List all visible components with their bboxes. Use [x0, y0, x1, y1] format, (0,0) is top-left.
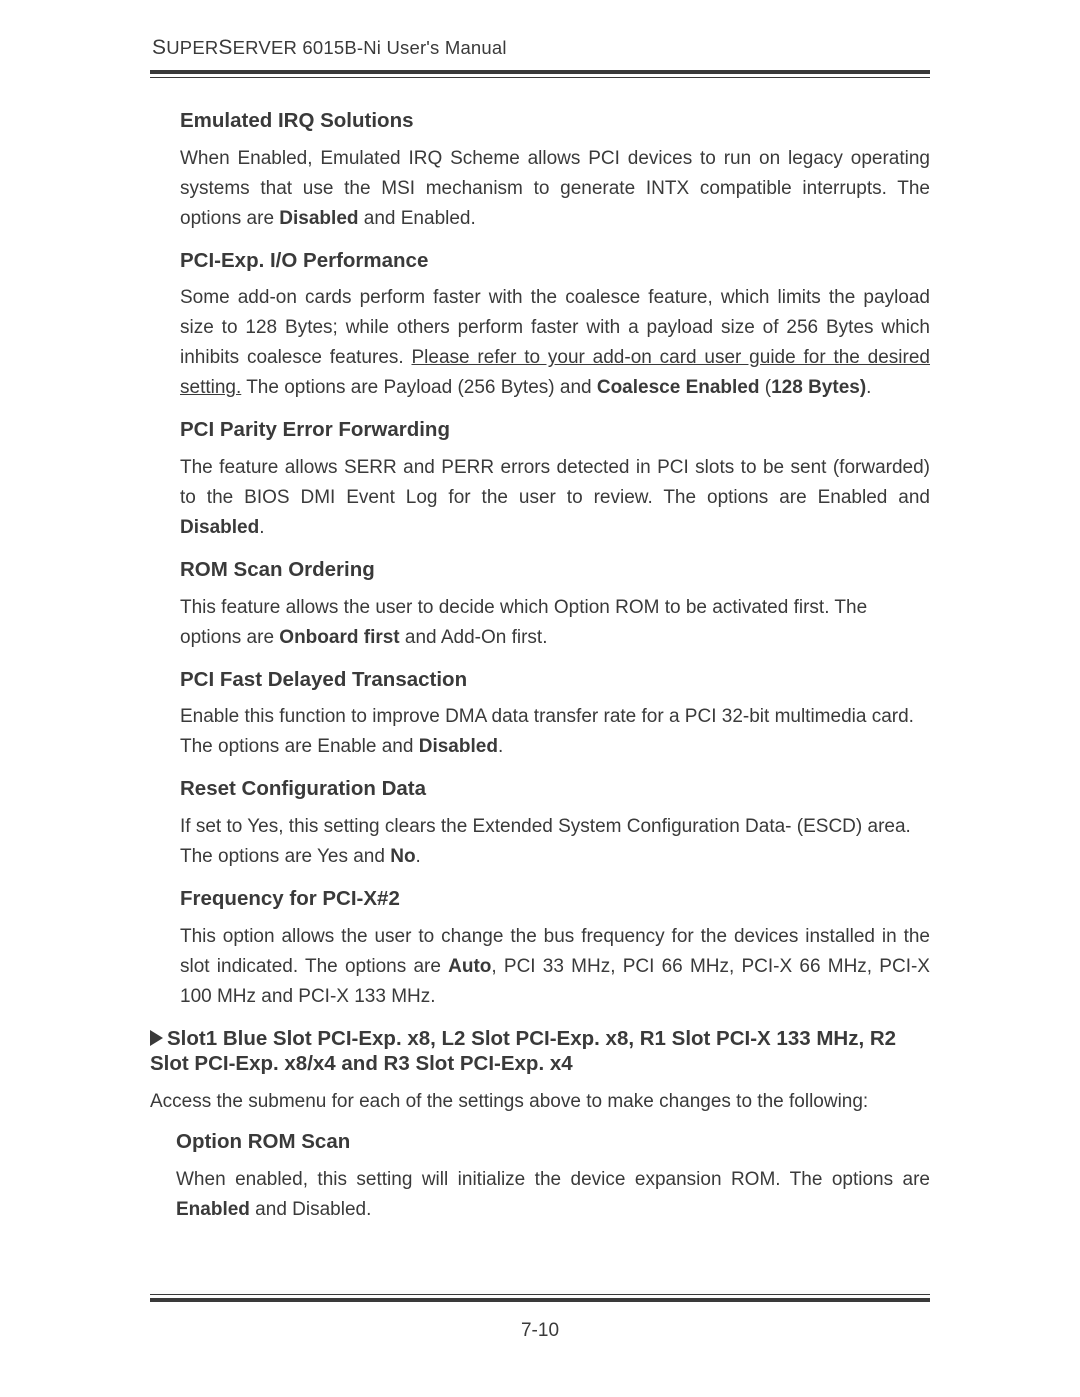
running-header: SUPERSERVER 6015B-Ni User's Manual	[150, 36, 930, 60]
section-pci-fast-delayed: PCI Fast Delayed Transaction Enable this…	[180, 667, 930, 763]
submenu-sub-heading: Option ROM Scan	[176, 1129, 930, 1155]
section-pci-parity: PCI Parity Error Forwarding The feature …	[180, 417, 930, 543]
header-text: SUPERSERVER 6015B-Ni User's Manual	[152, 37, 507, 58]
footer-rule	[150, 1294, 930, 1302]
section-body: The feature allows SERR and PERR errors …	[180, 453, 930, 543]
section-pci-exp-io: PCI-Exp. I/O Performance Some add-on car…	[180, 248, 930, 404]
triangle-icon	[150, 1030, 163, 1046]
submenu-intro: Access the submenu for each of the setti…	[150, 1087, 930, 1117]
header-rule	[150, 70, 930, 78]
submenu-indent: Option ROM Scan When enabled, this setti…	[150, 1129, 930, 1225]
section-heading: PCI Fast Delayed Transaction	[180, 667, 930, 693]
section-body: If set to Yes, this setting clears the E…	[180, 812, 930, 872]
section-heading: PCI Parity Error Forwarding	[180, 417, 930, 443]
submenu-sub-body: When enabled, this setting will initiali…	[176, 1165, 930, 1225]
manual-page: SUPERSERVER 6015B-Ni User's Manual Emula…	[0, 0, 1080, 1397]
submenu-heading: Slot1 Blue Slot PCI-Exp. x8, L2 Slot PCI…	[150, 1026, 930, 1077]
section-heading: PCI-Exp. I/O Performance	[180, 248, 930, 274]
page-number: 7-10	[0, 1320, 1080, 1342]
section-slot-submenu: Slot1 Blue Slot PCI-Exp. x8, L2 Slot PCI…	[150, 1026, 930, 1225]
section-body: When Enabled, Emulated IRQ Scheme allows…	[180, 144, 930, 234]
section-rom-scan-ordering: ROM Scan Ordering This feature allows th…	[180, 557, 930, 653]
section-emulated-irq: Emulated IRQ Solutions When Enabled, Emu…	[180, 108, 930, 234]
section-body: This option allows the user to change th…	[180, 922, 930, 1012]
section-heading: ROM Scan Ordering	[180, 557, 930, 583]
section-body: Some add-on cards perform faster with th…	[180, 283, 930, 403]
section-reset-config: Reset Configuration Data If set to Yes, …	[180, 776, 930, 872]
section-body: This feature allows the user to decide w…	[180, 593, 930, 653]
content-body: Emulated IRQ Solutions When Enabled, Emu…	[150, 108, 930, 1225]
section-heading: Emulated IRQ Solutions	[180, 108, 930, 134]
section-body: Enable this function to improve DMA data…	[180, 702, 930, 762]
section-freq-pcix2: Frequency for PCI-X#2 This option allows…	[180, 886, 930, 1012]
section-heading: Reset Configuration Data	[180, 776, 930, 802]
section-heading: Frequency for PCI-X#2	[180, 886, 930, 912]
